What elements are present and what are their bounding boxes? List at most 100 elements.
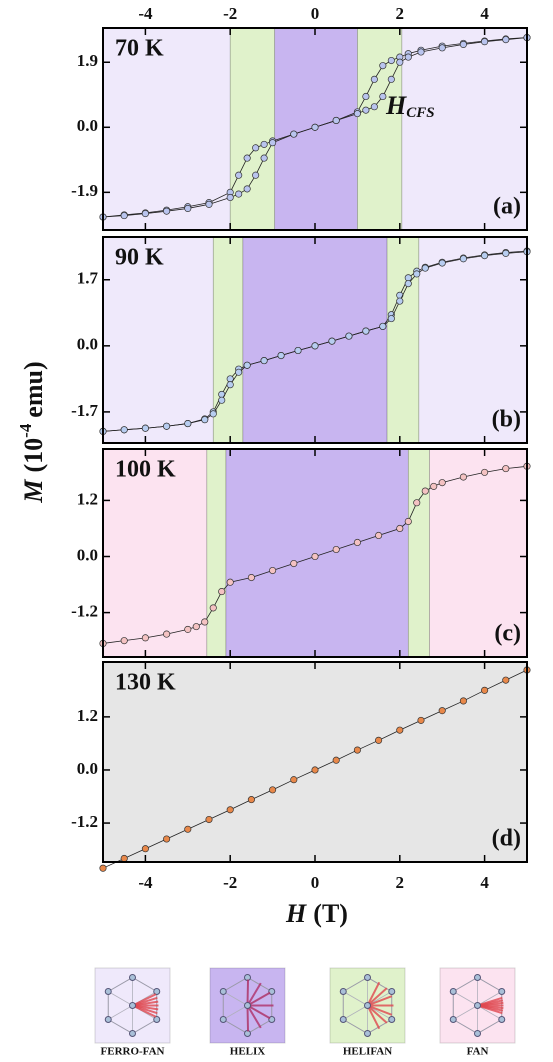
- phase-label: FERRO-FAN: [101, 1046, 165, 1058]
- atom: [339, 988, 347, 995]
- data-point: [201, 618, 209, 626]
- y-tick-label: -1.2: [71, 812, 98, 831]
- atom: [364, 1030, 371, 1037]
- spoke: [108, 991, 133, 1006]
- data-point: [277, 351, 285, 360]
- y-tick-label: 1.7: [77, 269, 99, 288]
- x-tick-label: 2: [396, 873, 405, 892]
- spoke: [343, 1005, 368, 1020]
- data-point: [311, 342, 319, 350]
- data-point: [345, 332, 353, 340]
- spin-arrow: [366, 987, 388, 1007]
- spin-arrow: [246, 1004, 262, 1029]
- data-point: [396, 291, 404, 299]
- x-tick-label: 4: [480, 4, 489, 23]
- y-symbol: M: [19, 479, 48, 504]
- data-point: [396, 524, 404, 533]
- data-point: [459, 255, 467, 263]
- data-point: [396, 58, 404, 66]
- data-point: [163, 630, 171, 638]
- spin-arrow: [366, 1005, 381, 1030]
- data-point: [502, 465, 510, 473]
- data-point: [252, 171, 260, 179]
- data-point: [387, 315, 395, 323]
- data-point: [332, 116, 340, 124]
- data-point: [459, 473, 467, 481]
- spoke: [477, 1005, 502, 1020]
- atom: [364, 974, 371, 981]
- phase-label: FAN: [467, 1046, 489, 1058]
- data-point: [332, 756, 340, 764]
- atom: [219, 1016, 227, 1023]
- data-point: [375, 531, 383, 540]
- data-point: [438, 259, 446, 267]
- data-point: [260, 357, 268, 365]
- data-point: [438, 479, 446, 487]
- atom: [104, 988, 112, 995]
- phase-region: [102, 27, 231, 231]
- phase-region: [102, 236, 214, 444]
- x-tick-label: -2: [223, 873, 237, 892]
- y-tick-label: 0.0: [77, 335, 98, 354]
- temperature-label: 90 K: [115, 245, 164, 271]
- data-point: [481, 38, 489, 46]
- data-point: [438, 44, 446, 52]
- spin-arrow: [367, 995, 393, 1007]
- data-point: [502, 249, 510, 257]
- phase-region: [357, 27, 403, 231]
- data-point: [205, 815, 213, 824]
- data-point: [235, 190, 243, 198]
- spin-arrow: [367, 1004, 393, 1016]
- data-point: [120, 426, 128, 434]
- x-tick-label: -4: [138, 873, 153, 892]
- y-text: (10: [19, 438, 48, 473]
- data-point: [290, 130, 298, 138]
- x-tick-label: -4: [138, 4, 153, 23]
- atom: [498, 1016, 506, 1023]
- panel-label: (c): [494, 621, 521, 647]
- data-point: [353, 110, 361, 118]
- spoke: [343, 991, 368, 1006]
- data-point: [404, 274, 412, 282]
- y-tick-label: -1.7: [71, 401, 98, 420]
- data-point: [247, 796, 255, 804]
- panel-label: (a): [493, 194, 521, 220]
- data-point: [252, 144, 260, 152]
- data-point: [362, 327, 370, 335]
- panel-label: (d): [492, 826, 521, 852]
- data-point: [141, 845, 149, 853]
- atom: [339, 1016, 347, 1023]
- data-point: [201, 416, 209, 424]
- temperature-label: 100 K: [115, 457, 176, 483]
- y-tick-label: 1.2: [77, 489, 98, 508]
- data-point: [362, 92, 370, 101]
- y-exponent: -4: [16, 423, 35, 438]
- x-tick-label: 2: [396, 4, 405, 23]
- data-point: [141, 634, 149, 642]
- phase-region: [386, 236, 420, 444]
- phase-region: [102, 448, 208, 658]
- data-point: [387, 56, 395, 65]
- data-point: [226, 806, 234, 814]
- data-point: [209, 410, 217, 418]
- data-point: [481, 468, 489, 476]
- data-point: [375, 736, 383, 744]
- atom: [244, 1002, 251, 1009]
- spoke: [223, 991, 248, 1006]
- phase-region: [418, 236, 528, 444]
- data-point: [226, 381, 234, 389]
- data-point: [120, 854, 128, 863]
- data-point: [413, 499, 421, 507]
- y-tick-label: 0.0: [77, 116, 98, 135]
- spin-arrow: [477, 1004, 503, 1015]
- x-symbol: H: [285, 899, 307, 928]
- data-point: [269, 786, 277, 794]
- annotation-symbol: H: [385, 91, 407, 120]
- data-point: [379, 62, 387, 70]
- atom: [153, 1016, 161, 1023]
- phase-label: HELIFAN: [343, 1046, 392, 1058]
- data-point: [459, 40, 467, 48]
- data-point: [413, 270, 421, 278]
- data-point: [311, 552, 319, 561]
